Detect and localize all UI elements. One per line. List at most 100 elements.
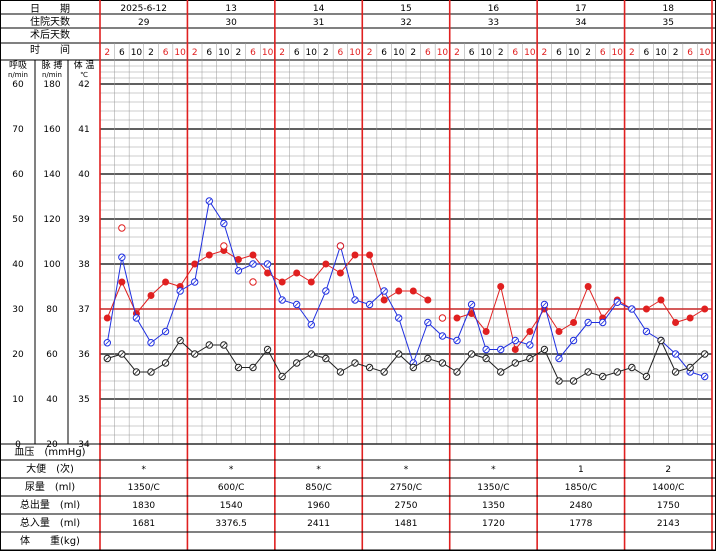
temp-point xyxy=(686,314,694,322)
temp-point xyxy=(205,251,213,259)
pulse-tick: 80 xyxy=(46,305,58,315)
temp-point xyxy=(584,283,592,290)
point-cross xyxy=(280,374,285,379)
point-cross xyxy=(352,360,358,366)
point-cross xyxy=(498,369,503,375)
resp-tick: 0 xyxy=(15,440,21,450)
time-cell: 2 xyxy=(148,48,154,58)
point-cross xyxy=(498,347,503,352)
pulse-axis-title: 脉 搏 xyxy=(42,59,63,71)
point-cross xyxy=(513,360,518,366)
point-cross xyxy=(702,374,707,379)
point-cross xyxy=(265,347,270,352)
point-cross xyxy=(309,351,314,357)
temp-point xyxy=(453,314,461,322)
bottom-cell-urine: 1400/C xyxy=(652,483,684,493)
bottom-row-label: 总出量 (ml) xyxy=(20,498,80,511)
bottom-cell-urine: 1350/C xyxy=(128,483,160,493)
point-cross xyxy=(484,347,489,352)
bottom-cell-urine: 1350/C xyxy=(477,483,509,493)
time-cell: 2 xyxy=(673,48,679,58)
hospital-day-cell: 34 xyxy=(575,18,587,28)
bottom-cell-total_in: 2143 xyxy=(657,519,680,529)
point-cross xyxy=(236,268,241,273)
point-cross xyxy=(658,338,664,343)
bottom-cell-urine: 600/C xyxy=(218,483,245,493)
temp-point xyxy=(307,278,315,286)
time-cell: 2 xyxy=(410,48,416,58)
time-cell: 6 xyxy=(425,48,431,58)
point-cross xyxy=(513,338,518,343)
point-cross xyxy=(644,374,649,379)
time-cell: 6 xyxy=(163,48,169,58)
point-cross xyxy=(411,365,416,370)
point-cross xyxy=(352,297,358,303)
pulse-tick: 40 xyxy=(46,395,58,405)
point-cross xyxy=(556,356,562,361)
series-layer xyxy=(103,197,709,385)
bottom-cell-total_out: 1750 xyxy=(657,501,680,511)
postop-days-label: 术后天数 xyxy=(30,28,70,41)
bottom-row-label: 大便 (次) xyxy=(26,462,74,475)
point-cross xyxy=(323,288,328,294)
point-cross xyxy=(294,302,299,307)
time-cell: 6 xyxy=(600,48,606,58)
hospital-days-label: 住院天数 xyxy=(30,15,70,28)
temp-point xyxy=(672,319,680,326)
date-cell: 2025-6-12 xyxy=(120,4,167,14)
point-cross xyxy=(542,347,547,352)
bottom-cell-stool: 1 xyxy=(578,465,584,475)
point-cross xyxy=(323,356,328,361)
bottom-row-label: 总入量 (ml) xyxy=(20,516,80,529)
temp-point xyxy=(234,256,242,263)
pulse-tick: 100 xyxy=(43,260,60,270)
point-cross xyxy=(571,338,576,343)
time-cell: 10 xyxy=(174,48,186,58)
temp-point xyxy=(249,251,257,259)
point-cross xyxy=(600,320,605,325)
cooling-marker xyxy=(249,278,257,286)
bottom-table: 血压 (mmHg) 大便 (次) * * * * * 1 2 尿量 (ml) 1350/C 600/C… xyxy=(14,445,684,547)
resp-tick: 50 xyxy=(12,215,24,225)
temp-axis-title: 体 温 xyxy=(74,59,95,71)
pulse-tick: 60 xyxy=(46,350,58,360)
hospital-day-cell: 35 xyxy=(663,18,674,28)
hospital-day-cell: 31 xyxy=(313,18,324,28)
point-cross xyxy=(178,288,183,294)
date-cell: 14 xyxy=(313,4,325,14)
point-cross xyxy=(527,342,532,348)
point-cross xyxy=(440,360,445,366)
point-cross xyxy=(673,351,678,357)
point-cross xyxy=(207,198,212,204)
bottom-cell-total_in: 1481 xyxy=(395,519,418,529)
point-cross xyxy=(148,369,154,375)
temp-point xyxy=(191,260,199,268)
point-cross xyxy=(134,369,139,375)
bottom-cell-urine: 850/C xyxy=(305,483,332,493)
temp-point xyxy=(147,292,155,299)
bottom-cell-total_in: 1720 xyxy=(482,519,505,529)
resp-tick: 60 xyxy=(12,170,24,180)
point-cross xyxy=(425,320,430,325)
time-cell: 2 xyxy=(104,48,110,58)
point-cross xyxy=(673,369,678,375)
time-cell: 10 xyxy=(524,48,536,58)
time-cell: 10 xyxy=(306,48,318,58)
time-cell: 6 xyxy=(250,48,256,58)
time-cell: 10 xyxy=(218,48,230,58)
bottom-row-label: 血压 (mmHg) xyxy=(14,445,85,458)
resp-axis-title: 呼吸 xyxy=(9,60,27,71)
point-cross xyxy=(294,360,299,366)
point-cross xyxy=(265,261,270,267)
point-cross xyxy=(629,365,634,370)
series-line-0 xyxy=(456,284,705,351)
bottom-cell-urine: 1850/C xyxy=(565,483,597,493)
point-cross xyxy=(454,369,460,375)
point-cross xyxy=(207,342,212,348)
hospital-day-cell: 30 xyxy=(225,18,237,28)
point-cross xyxy=(484,356,489,361)
time-cell: 10 xyxy=(655,48,667,58)
time-cell: 6 xyxy=(469,48,475,58)
